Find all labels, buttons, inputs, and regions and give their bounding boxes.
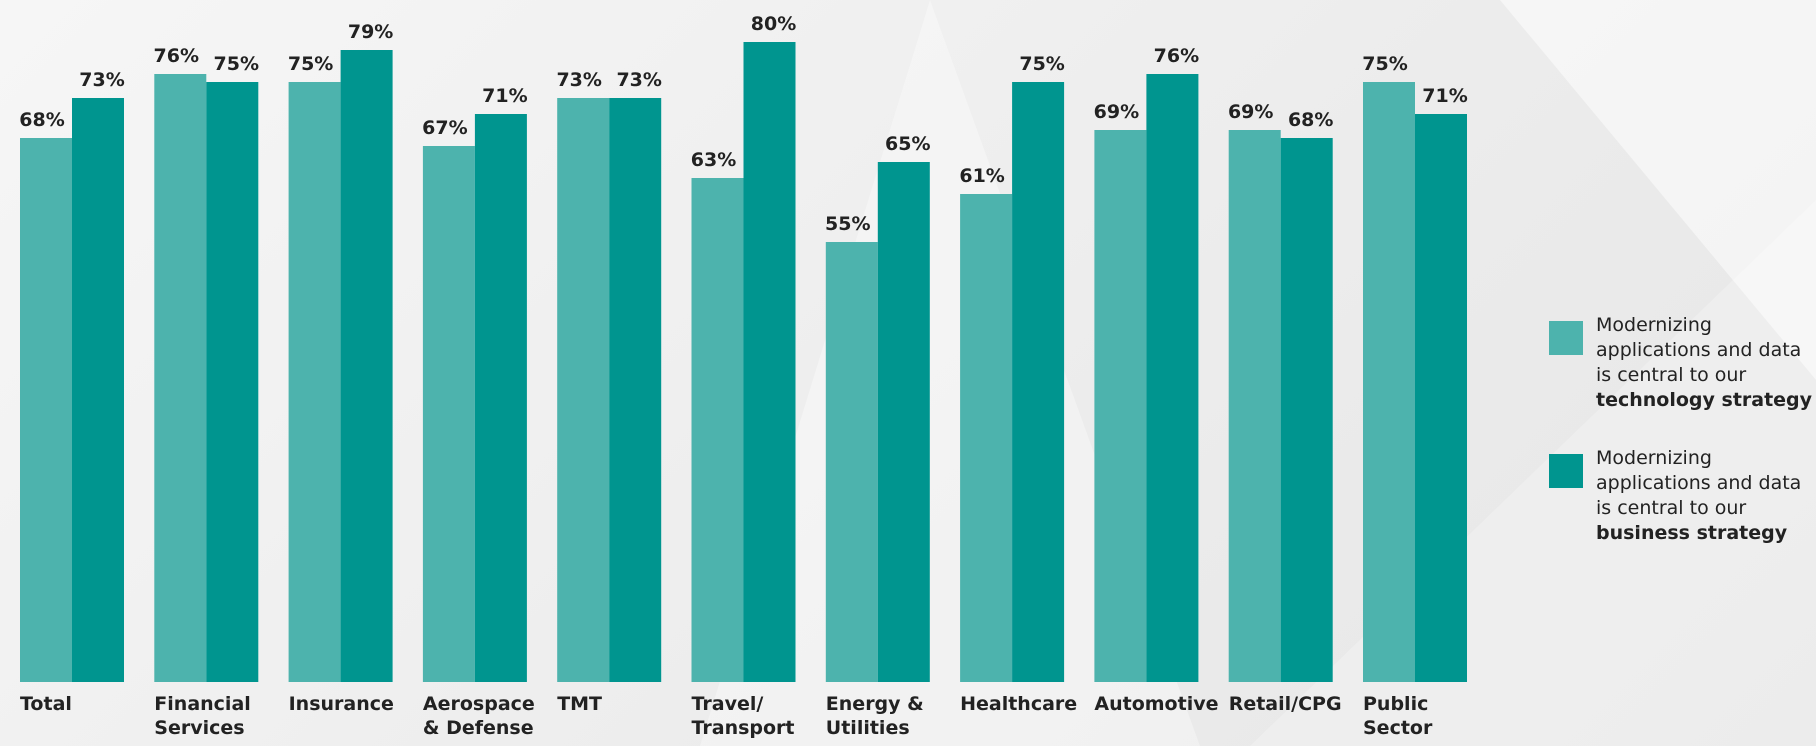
bar	[1094, 130, 1147, 682]
data-label: 76%	[1154, 45, 1199, 67]
bar	[691, 178, 744, 682]
bar	[154, 74, 207, 682]
legend-swatch	[1549, 321, 1583, 355]
legend-label: Modernizing applications and data is cen…	[1596, 314, 1813, 411]
data-label: 73%	[616, 69, 661, 91]
data-label: 68%	[1288, 109, 1333, 131]
bar	[1146, 74, 1199, 682]
data-label: 73%	[79, 69, 124, 91]
x-tick-label: Automotive	[1094, 693, 1219, 715]
x-tick-label: Public Sector	[1363, 693, 1433, 739]
bar	[20, 138, 72, 682]
bar	[72, 98, 124, 682]
x-tick-label: Total	[20, 693, 72, 715]
bar	[1363, 82, 1415, 682]
x-tick-label: Financial Services	[154, 693, 251, 739]
bar	[877, 162, 930, 682]
data-label: 80%	[751, 13, 796, 35]
data-label: 61%	[959, 165, 1004, 187]
bar	[1280, 138, 1333, 682]
data-label: 75%	[288, 53, 333, 75]
bar	[422, 146, 475, 682]
bar	[288, 82, 341, 682]
data-label: 75%	[214, 53, 259, 75]
x-tick-label: Energy & Utilities	[825, 693, 924, 739]
x-tick-label: Healthcare	[960, 693, 1078, 715]
x-tick-label: Retail/CPG	[1228, 693, 1342, 715]
data-label: 75%	[1362, 53, 1407, 75]
bar	[474, 114, 527, 682]
x-tick-label: Insurance	[288, 693, 394, 715]
bar	[825, 242, 878, 682]
background-shape	[700, 0, 1200, 746]
data-label: 67%	[422, 117, 467, 139]
background-shape	[1500, 0, 1816, 380]
data-label: 69%	[1228, 101, 1273, 123]
data-label: 69%	[1094, 101, 1139, 123]
data-label: 55%	[825, 213, 870, 235]
data-label: 65%	[885, 133, 930, 155]
data-label: 76%	[154, 45, 199, 67]
legend-swatch	[1549, 454, 1583, 488]
data-label: 71%	[482, 85, 527, 107]
bar	[609, 98, 662, 682]
legend-label: Modernizing applications and data is cen…	[1596, 447, 1802, 544]
bar	[960, 194, 1013, 682]
data-label: 75%	[1019, 53, 1064, 75]
bar	[743, 42, 796, 682]
bar	[206, 82, 259, 682]
x-tick-label: Aerospace & Defense	[422, 693, 535, 739]
data-label: 63%	[691, 149, 736, 171]
x-tick-label: Travel/ Transport	[691, 693, 795, 739]
data-label: 71%	[1422, 85, 1467, 107]
data-label: 68%	[19, 109, 64, 131]
bar	[340, 50, 393, 682]
bar	[557, 98, 610, 682]
bar	[1012, 82, 1065, 682]
bar	[1415, 114, 1467, 682]
x-tick-label: TMT	[557, 693, 603, 715]
bar	[1228, 130, 1281, 682]
data-label: 79%	[348, 21, 393, 43]
data-label: 73%	[556, 69, 601, 91]
